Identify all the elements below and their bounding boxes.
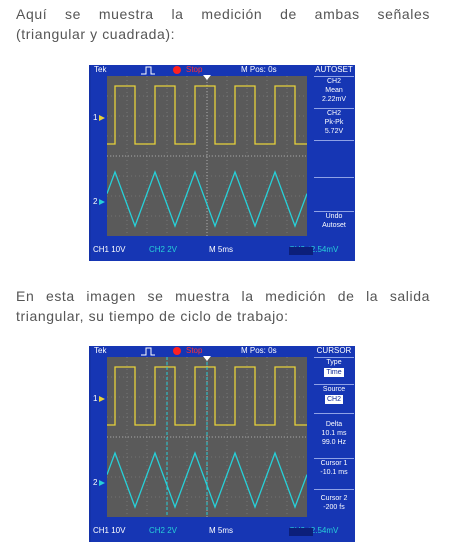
waveform-traces: [107, 366, 307, 509]
middle-paragraph: En esta imagen se muestra la medición de…: [16, 286, 430, 326]
acquisition-state: Stop: [186, 65, 203, 74]
trigger-level: CH2 ∕ 2.54mV: [289, 245, 339, 254]
menu-line: Delta: [325, 421, 343, 428]
time-scale: M 5ms: [209, 245, 233, 254]
type-value-chip[interactable]: Time: [324, 368, 344, 377]
cursor-1-value: -10.1 ms: [320, 469, 348, 476]
scope-screen: Tek Stop M Pos: 0s 1 2 CURSOR Type Time: [91, 346, 355, 542]
horizontal-position: M Pos: 0s: [241, 346, 277, 355]
scope-footer: CH1 10V CH2 2V M 5ms CH2 ∕ 2.54mV: [91, 239, 355, 261]
time-cursors[interactable]: [107, 357, 307, 517]
ch2-scale: CH2 2V: [149, 245, 178, 254]
scope-footer: CH1 10V CH2 2V M 5ms CH2 ∕ 2.54mV: [91, 520, 355, 542]
ch1-square-trace: [107, 85, 307, 145]
ch1-scale: CH1 10V: [93, 526, 126, 535]
acquisition-state: Stop: [186, 346, 203, 355]
menu-title[interactable]: AUTOSET: [315, 65, 353, 74]
time-scale: M 5ms: [209, 526, 233, 535]
middle-line-2: triangular, su tiempo de ciclo de trabaj…: [16, 308, 289, 324]
source-value-chip[interactable]: CH2: [324, 395, 343, 404]
middle-line-1: En esta imagen se muestra la medición de…: [16, 288, 430, 304]
side-menu: AUTOSET CH2 Mean 2.22mV CH2 Pk-Pk 5.72V …: [313, 65, 355, 261]
menu-line: Source: [322, 386, 346, 393]
status-bar: [289, 247, 313, 255]
menu-item-source[interactable]: Source CH2: [314, 384, 354, 413]
brand-label: Tek: [94, 346, 107, 355]
menu-line: Pk-Pk: [324, 119, 344, 126]
menu-item-ch2-mean[interactable]: CH2 Mean 2.22mV: [314, 76, 354, 108]
trigger-edge-icon: [141, 347, 155, 356]
intro-line-1: Aquí se muestra la medición de ambas señ…: [16, 6, 430, 22]
ch1-square-trace: [107, 366, 307, 426]
ch2-triangle-trace: [107, 451, 307, 509]
menu-item-cursor-1[interactable]: Cursor 1 -10.1 ms: [314, 458, 354, 489]
menu-title[interactable]: CURSOR: [316, 346, 352, 355]
menu-item-empty[interactable]: [314, 177, 354, 211]
menu-line: Cursor 2: [320, 495, 348, 502]
menu-line: 2.22mV: [321, 96, 347, 103]
ch1-ground-marker: 1: [93, 394, 98, 403]
horizontal-position: M Pos: 0s: [241, 65, 277, 74]
trigger-level: CH2 ∕ 2.54mV: [289, 526, 339, 535]
menu-item-undo-autoset[interactable]: Undo Autoset: [314, 211, 354, 238]
cursor-2-value: -200 fs: [323, 504, 345, 511]
scope-screen: Tek Stop M Pos: 0s 1 2 AUTOSET CH2 Mean …: [91, 65, 355, 261]
status-bar: [289, 528, 313, 536]
menu-item-type[interactable]: Type Time: [314, 357, 354, 384]
oscilloscope-screenshot-2: Tek Stop M Pos: 0s 1 2 CURSOR Type Time: [89, 346, 355, 542]
menu-line: Type: [326, 359, 342, 366]
stop-indicator-icon: [173, 66, 181, 74]
intro-paragraph: Aquí se muestra la medición de ambas señ…: [16, 4, 430, 44]
delta-time-value: 10.1 ms: [321, 430, 347, 437]
menu-line: CH2: [326, 78, 341, 85]
menu-line: Undo: [325, 213, 343, 220]
scope-header: Tek Stop M Pos: 0s: [91, 65, 313, 75]
stop-indicator-icon: [173, 347, 181, 355]
ch2-triangle-trace: [107, 170, 307, 228]
trigger-position-icon: [203, 356, 211, 361]
menu-line: Autoset: [322, 222, 346, 229]
ch2-ground-marker: 2: [93, 197, 98, 206]
ch2-arrow-icon: [99, 199, 105, 205]
side-menu: CURSOR Type Time Source CH2 Delta 10.1 m…: [313, 346, 355, 542]
graticule: [107, 76, 307, 236]
menu-item-ch2-pkpk[interactable]: CH2 Pk-Pk 5.72V: [314, 108, 354, 140]
scope-header: Tek Stop M Pos: 0s: [91, 346, 313, 356]
menu-item-empty[interactable]: [314, 140, 354, 177]
waveform-grid: [107, 357, 307, 517]
ch2-arrow-icon: [99, 480, 105, 486]
brand-label: Tek: [94, 65, 107, 74]
menu-line: Mean: [325, 87, 343, 94]
menu-line: Cursor 1: [320, 460, 348, 467]
waveform-traces: [107, 85, 307, 228]
ch1-scale: CH1 10V: [93, 245, 126, 254]
ch1-ground-marker: 1: [93, 113, 98, 122]
trigger-edge-icon: [141, 66, 155, 75]
intro-line-2: (triangular y cuadrada):: [16, 26, 176, 42]
ch2-ground-marker: 2: [93, 478, 98, 487]
menu-line: CH2: [326, 110, 341, 117]
delta-frequency-value: 99.0 Hz: [321, 439, 347, 446]
waveform-grid: [107, 76, 307, 236]
menu-item-delta: Delta 10.1 ms 99.0 Hz: [314, 413, 354, 457]
menu-item-cursor-2[interactable]: Cursor 2 -200 fs: [314, 489, 354, 519]
ch2-scale: CH2 2V: [149, 526, 178, 535]
trigger-position-icon: [203, 75, 211, 80]
ch1-arrow-icon: [99, 115, 105, 121]
menu-line: 5.72V: [324, 128, 344, 135]
ch1-arrow-icon: [99, 396, 105, 402]
oscilloscope-screenshot-1: Tek Stop M Pos: 0s 1 2 AUTOSET CH2 Mean …: [89, 65, 355, 261]
